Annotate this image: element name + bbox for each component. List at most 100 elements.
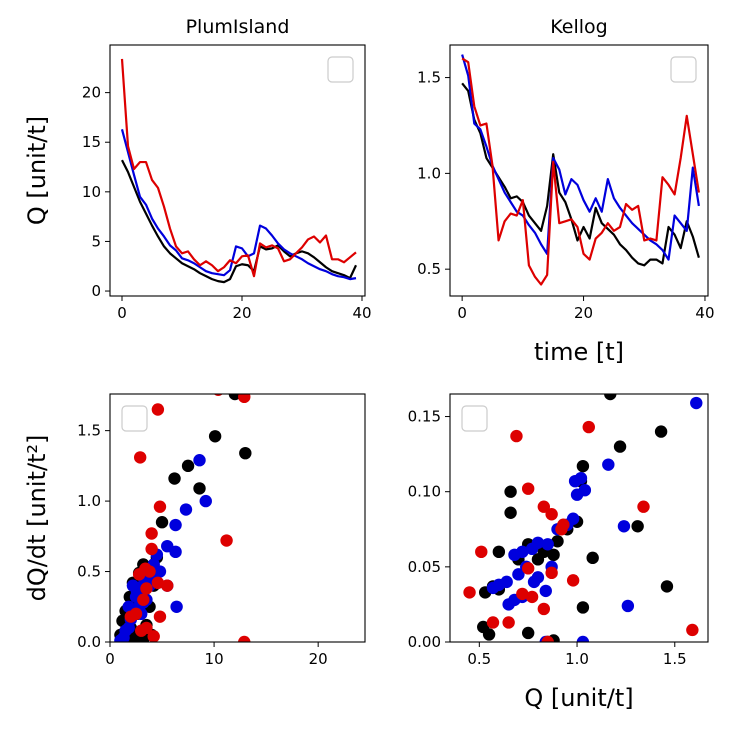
scatter-point (568, 474, 582, 488)
scatter-point (153, 610, 167, 623)
y-tick-label: 10 (82, 183, 101, 201)
y-axis-label: Q [unit/t] (23, 116, 51, 225)
y-tick-label: 0.5 (77, 563, 101, 581)
x-tick-label: 0 (105, 650, 115, 668)
scatter-point (604, 394, 617, 401)
y-tick-label: 20 (82, 84, 101, 102)
series-line-1 (121, 159, 357, 284)
scatter-point (660, 580, 674, 593)
scatter-point (512, 568, 525, 581)
scatter-point (193, 482, 206, 495)
plot-area (114, 394, 252, 642)
scatter-point (486, 581, 500, 595)
scatter-point (168, 472, 181, 485)
scatter-point (147, 630, 160, 642)
series-line-3 (120, 58, 357, 278)
panel-2: 0 20 40 0.5 1.0 1.5 Kellog time [t] (417, 16, 714, 366)
scatter-point (220, 534, 233, 547)
scatter-point (631, 520, 644, 533)
legend-box (121, 405, 148, 432)
scatter-point (576, 635, 590, 642)
series-line-1 (461, 82, 700, 267)
scatter-point (566, 574, 580, 587)
scatter-point (193, 454, 206, 467)
scatter-point (463, 586, 476, 599)
series-line-2 (461, 54, 700, 261)
scatter-point (161, 579, 174, 592)
scatter-point (551, 535, 564, 548)
series-line-2 (120, 129, 357, 281)
scatter-point (521, 626, 535, 640)
x-tick-label: 20 (574, 304, 593, 322)
scatter-point (545, 508, 558, 521)
scatter-point (617, 520, 631, 533)
scatter-point (170, 600, 183, 613)
scatter-point (686, 623, 699, 637)
scatter-point (161, 539, 174, 553)
scatter-point (578, 483, 592, 497)
scatter-point (516, 587, 529, 601)
scatter-point (576, 601, 590, 614)
scatter-point (482, 628, 496, 641)
scatter-point (525, 590, 539, 604)
scatter-point (547, 548, 560, 562)
scatter-point (521, 482, 535, 495)
scatter-point (537, 602, 551, 616)
x-tick-label: 0.5 (467, 650, 491, 668)
scatter-point (155, 516, 169, 529)
scatter-point (137, 593, 150, 606)
scatter-point (208, 430, 222, 443)
y-tick-label: 1.5 (417, 69, 441, 87)
scatter-point (654, 425, 668, 438)
scatter-point (151, 403, 165, 416)
scatter-point (169, 518, 182, 532)
y-tick-label: 0 (91, 282, 101, 300)
panel-title: Kellog (550, 16, 607, 38)
series-line-3 (461, 57, 700, 286)
scatter-point (132, 568, 146, 581)
scatter-point (504, 485, 517, 498)
scatter-point (504, 506, 517, 519)
scatter-point (586, 551, 599, 565)
x-tick-label: 10 (205, 650, 224, 668)
scatter-point (541, 538, 554, 551)
scatter-point (621, 599, 635, 613)
scatter-point (238, 394, 251, 404)
axes-frame (109, 393, 366, 643)
scatter-point (114, 634, 127, 642)
scatter-point (486, 616, 500, 629)
scatter-point (541, 635, 554, 642)
scatter-point (151, 576, 165, 590)
y-tick-label: 1.0 (77, 492, 101, 510)
scatter-point (181, 459, 195, 473)
scatter-point (135, 624, 148, 637)
scatter-point (502, 616, 515, 629)
scatter-point (199, 494, 212, 508)
plot-area (461, 54, 700, 286)
scatter-point (613, 440, 627, 453)
y-tick-label: 0.5 (417, 260, 441, 278)
x-tick-label: 40 (695, 304, 714, 322)
axes-frame (449, 393, 709, 643)
x-tick-label: 1.5 (663, 650, 687, 668)
axes-frame (449, 44, 709, 297)
scatter-point (510, 429, 523, 443)
scatter-point (545, 566, 558, 580)
x-tick-label: 1.0 (565, 650, 589, 668)
plot-area (120, 58, 357, 284)
y-tick-label: 1.0 (417, 164, 441, 182)
legend-box (327, 56, 354, 83)
y-tick-label: 0.15 (408, 408, 441, 426)
y-tick-label: 0.05 (408, 558, 441, 576)
panel-4: 0.5 1.0 1.5 0.00 0.05 0.10 0.15 Q [unit/t] (408, 393, 709, 712)
scatter-point (508, 548, 521, 562)
scatter-point (602, 458, 615, 471)
y-tick-label: 0.10 (408, 483, 441, 501)
scatter-point (525, 542, 539, 556)
scatter-point (492, 545, 506, 559)
scatter-point (133, 451, 147, 464)
x-tick-label: 0 (117, 304, 127, 322)
scatter-point (140, 582, 153, 595)
scatter-point (539, 584, 552, 598)
panel-title: PlumIsland (186, 16, 290, 38)
